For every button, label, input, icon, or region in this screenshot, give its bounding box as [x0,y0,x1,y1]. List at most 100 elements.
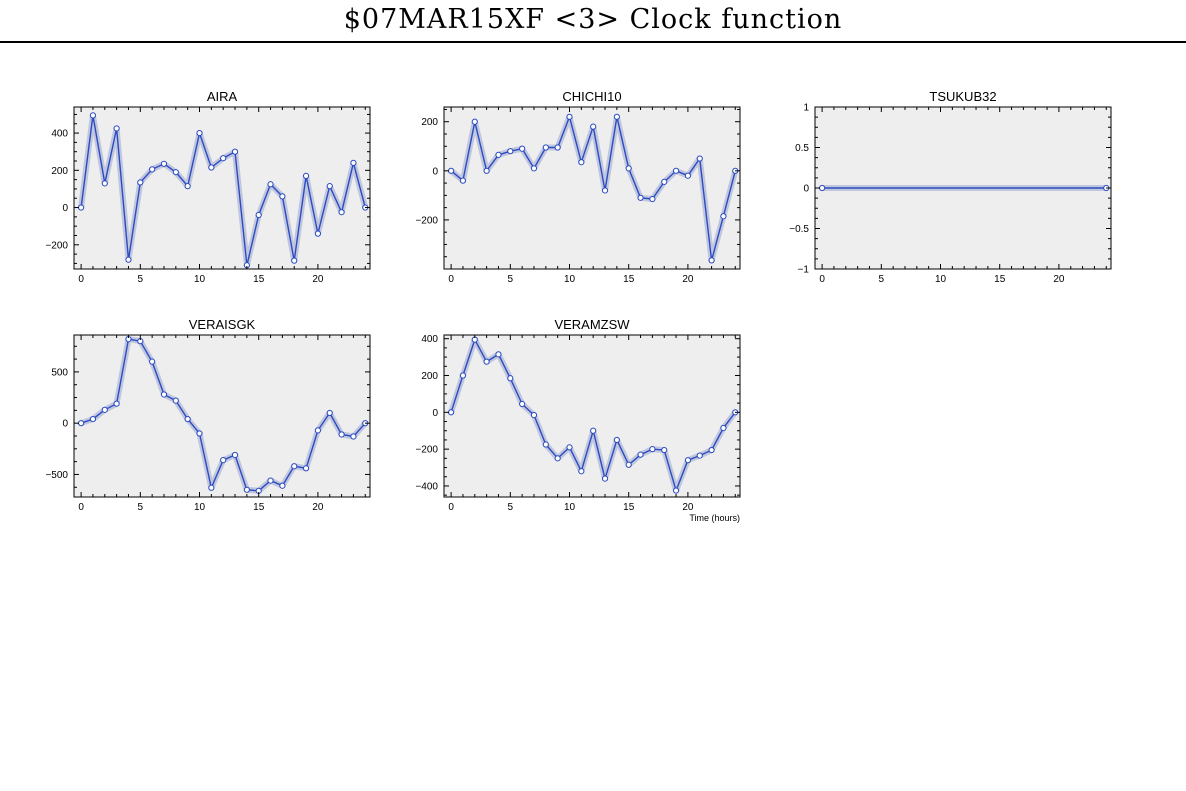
data-point [649,446,656,453]
data-point [314,427,322,434]
data-point [160,160,168,167]
chart-title: AIRA [207,89,238,104]
data-point [448,409,455,416]
data-point [196,430,203,437]
data-point [696,155,703,162]
y-tick-label: −1 [798,265,810,276]
x-tick-label: 5 [138,502,144,513]
y-tick-label: 0 [62,419,68,430]
data-point [208,164,215,171]
data-point [291,257,298,264]
data-point [819,184,826,192]
chart-panel-aira: AIRA 0 5 10 15 20 −200 0 200 400 [45,89,371,285]
data-point [184,183,191,190]
x-tick-label: 5 [138,274,144,285]
data-point [672,167,680,174]
data-point [314,230,322,237]
data-point [637,194,644,201]
x-tick-label: 20 [682,274,694,285]
data-point [172,397,179,404]
data-point [267,181,274,188]
data-point [554,144,561,151]
data-point [672,487,680,494]
y-tick-label: −200 [415,215,438,226]
data-point [554,455,561,462]
data-point [196,129,203,137]
x-tick-label: 0 [448,502,454,513]
page-title: $07MAR15XF <3> Clock function [343,4,843,35]
title-rule [0,41,1186,43]
chart-title: VERAMZSW [554,317,630,332]
data-point [302,172,310,179]
x-tick-label: 20 [312,274,324,285]
chart-title: VERAISGK [189,317,256,332]
data-point [590,427,597,434]
data-point [578,468,585,475]
data-point [613,113,620,120]
data-point [471,118,478,125]
data-point [101,180,108,187]
chart-title: CHICHI10 [562,89,621,104]
x-tick-label: 20 [1053,274,1065,285]
data-point [684,457,692,464]
y-tick-label: 500 [51,367,68,378]
chart-panel-veramzsw: VERAMZSW 0 5 10 15 20 −400 −200 0 200 400 Time (hou… [415,317,741,523]
x-tick-label: 20 [312,502,324,513]
y-tick-label: 200 [421,371,438,382]
data-point [601,475,609,482]
x-tick-label: 15 [253,502,265,513]
data-point [78,420,85,427]
y-tick-label: 0 [432,408,438,419]
x-tick-label: 20 [682,502,694,513]
y-tick-label: −200 [45,240,68,251]
chart-panel-chichi10: CHICHI10 0 5 10 15 20 −200 0 200 [415,89,741,285]
x-tick-label: 15 [623,274,635,285]
data-point [149,166,156,173]
data-point [590,123,597,130]
data-point [625,461,632,468]
data-point [231,148,239,155]
data-point [101,406,108,413]
data-point [566,444,573,451]
data-point [578,159,585,166]
y-tick-label: 0 [803,184,809,195]
x-tick-label: 10 [935,274,947,285]
x-tick-label: 5 [508,502,514,513]
data-point [113,400,120,407]
y-tick-label: 400 [51,129,68,140]
y-tick-label: 400 [421,334,438,345]
data-point [483,167,490,174]
data-point [566,113,573,120]
data-point [350,433,357,440]
y-tick-label: 200 [421,117,438,128]
x-tick-label: 15 [253,274,265,285]
data-point [184,415,191,423]
data-point [720,424,727,432]
plot-frame [443,334,741,498]
data-point [149,358,156,365]
y-tick-label: −0.5 [789,224,809,235]
data-point [637,451,644,458]
y-tick-label: −400 [415,481,438,492]
y-tick-label: 0.5 [795,143,809,154]
data-point [661,446,668,454]
data-point [661,178,668,185]
data-point [696,452,703,459]
data-point [113,125,120,132]
y-tick-label: 200 [51,166,68,177]
data-point [495,351,502,358]
y-tick-label: 0 [62,203,68,214]
data-point [350,159,357,166]
x-tick-label: 0 [448,274,454,285]
plot-area [444,335,740,497]
data-point [459,372,467,379]
data-point [483,358,490,365]
data-point [231,451,239,459]
data-point [78,204,85,211]
x-tick-label: 15 [623,502,635,513]
data-point [279,482,286,489]
data-point [613,436,620,444]
data-point [507,148,514,155]
data-point [519,400,526,408]
